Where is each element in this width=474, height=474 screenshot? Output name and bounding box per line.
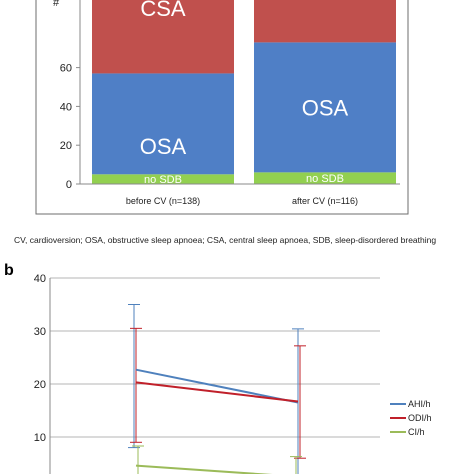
bar-segment: [92, 174, 234, 184]
bar-segment: [254, 42, 396, 173]
y-tick-label: 20: [34, 379, 46, 391]
line-chart: 10 20 30 40 AHI/h ODI/h CI/h: [34, 273, 432, 474]
y-tick-label: 20: [60, 140, 72, 152]
legend-label: ODI/h: [408, 413, 432, 423]
series-line: [135, 464, 273, 474]
y-tick-label: 0: [66, 179, 72, 191]
legend-label: CI/h: [408, 427, 425, 437]
series-line: [135, 368, 299, 404]
bar-segment-label: no SDB: [306, 173, 344, 185]
bar-segment: [92, 0, 234, 74]
series-line: [135, 381, 299, 403]
y-tick-label: 30: [34, 326, 46, 338]
bar-segment: [254, 0, 396, 43]
y-tick-label: 10: [34, 432, 46, 444]
bar-segment-label: no SDB: [144, 174, 182, 186]
category-label: after CV (n=116): [292, 196, 358, 206]
category-label: before CV (n=138): [126, 196, 200, 206]
y-axis-label: #: [53, 0, 60, 9]
panel-a-frame: [35, 0, 409, 215]
bar-segment: [254, 172, 396, 184]
bar-segment: [92, 73, 234, 175]
legend-label: AHI/h: [408, 399, 431, 409]
bar-segment-label: OSA: [140, 134, 187, 159]
stacked-bar-chart: 0 20 40 60 no SDB OSA CSA before CV (n=138) no S…: [60, 0, 400, 206]
y-tick-label: 40: [34, 273, 46, 285]
y-tick-label: 40: [60, 101, 72, 113]
bar-segment-label: OSA: [302, 95, 349, 120]
bar-segment-label: CSA: [140, 0, 186, 21]
panel-label-b: b: [4, 262, 14, 279]
caption: CV, cardioversion; OSA, obstructive slee…: [14, 235, 436, 245]
y-tick-label: 60: [60, 63, 72, 75]
